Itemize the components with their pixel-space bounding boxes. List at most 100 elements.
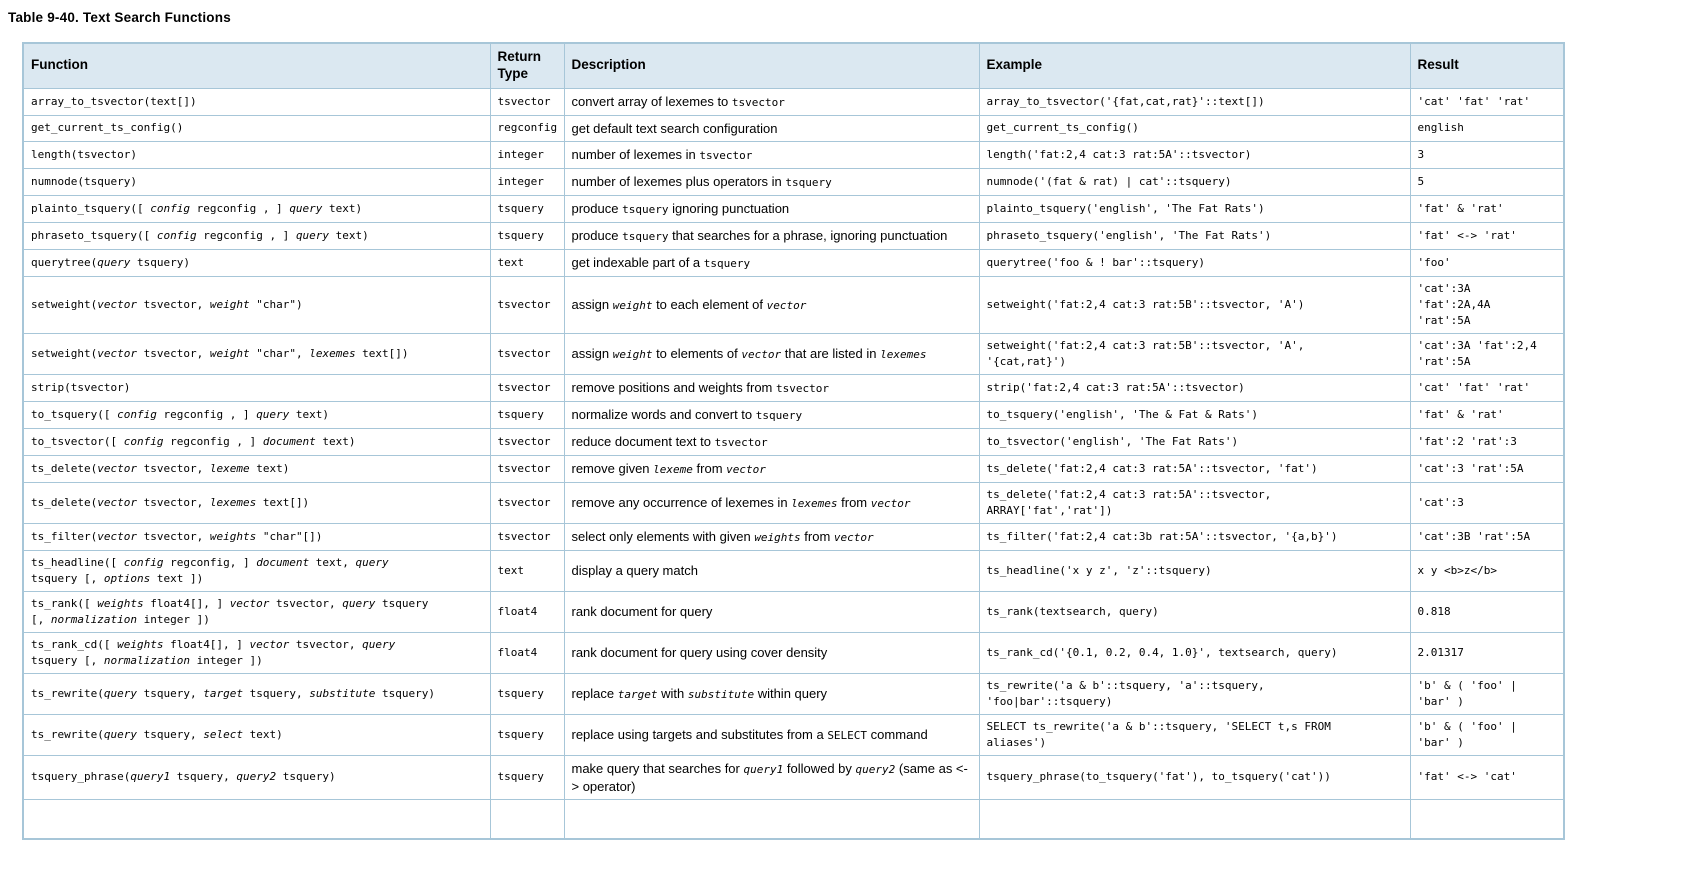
cell-function: ts_rank([ weights float4[], ] vector tsv… xyxy=(22,590,491,633)
table-row: get_current_ts_config() regconfig get defa… xyxy=(22,114,1565,142)
param-name: weight xyxy=(209,346,250,360)
plain-text: assign xyxy=(571,345,613,361)
code-text: tsvector xyxy=(775,381,829,395)
code-text: regconfig, ] xyxy=(163,555,257,569)
column-header-result: Result xyxy=(1409,42,1565,89)
cell-description: assign weight to each element of vector xyxy=(563,275,980,334)
plain-text: that are listed in xyxy=(781,345,881,361)
cell-result: 'fat' <-> 'cat' xyxy=(1409,754,1565,800)
code-text: tsvector, xyxy=(289,637,363,651)
plain-text: remove given xyxy=(571,460,654,476)
plain-text: remove any occurrence of lexemes in xyxy=(571,494,792,510)
param-name: lexeme xyxy=(209,461,250,475)
cell-function: ts_headline([ config regconfig, ] docume… xyxy=(22,549,491,592)
param-name: vector xyxy=(870,496,911,510)
plain-text: number of lexemes in xyxy=(571,146,700,162)
param-name: vector xyxy=(97,346,137,360)
param-name: lexemes xyxy=(880,347,927,361)
code-text: text[]) xyxy=(256,495,310,509)
code-text: "char", xyxy=(249,346,310,360)
param-name: options xyxy=(103,571,151,585)
code-text: tsvector, xyxy=(136,346,210,360)
code-text: tsquery xyxy=(785,175,832,189)
plain-text: rank document for query xyxy=(571,604,713,620)
code-text: ts_headline([ xyxy=(31,555,124,569)
code-text: tsvector, xyxy=(136,495,210,509)
cell-function: length(tsvector) xyxy=(22,140,491,169)
cell-return-type: tsvector xyxy=(489,332,565,375)
cell-result: 'b' & ( 'foo' | 'bar' ) xyxy=(1409,672,1565,715)
table-row: ts_rank_cd([ weights float4[], ] vector … xyxy=(22,631,1565,674)
cell-function: to_tsvector([ config regconfig , ] docum… xyxy=(22,427,491,456)
param-name: config xyxy=(156,228,197,242)
table-row: ts_delete(vector tsvector, lexemes text[… xyxy=(22,481,1565,524)
cell-description: convert array of lexemes to tsvector xyxy=(563,87,980,116)
cell-function: get_current_ts_config() xyxy=(22,114,491,142)
code-text: text) xyxy=(315,434,356,448)
code-text: ts_delete( xyxy=(31,495,98,509)
cell-example: plainto_tsquery('english', 'The Fat Rats… xyxy=(978,194,1411,223)
code-text: tsquery) xyxy=(130,255,190,269)
cell-example: array_to_tsvector('{fat,cat,rat}'::text[… xyxy=(978,87,1411,116)
code-text: regconfig , ] xyxy=(196,228,296,242)
cell-description: reduce document text to tsvector xyxy=(563,427,980,456)
cell-example: get_current_ts_config() xyxy=(978,114,1411,142)
cell-description: remove given lexeme from vector xyxy=(563,454,980,483)
cell-example: numnode('(fat & rat) | cat'::tsquery) xyxy=(978,167,1411,196)
plain-text: followed by xyxy=(783,760,856,776)
param-name: query xyxy=(295,228,330,242)
code-text: integer ]) xyxy=(189,653,263,667)
code-text: tsvector, xyxy=(269,596,343,610)
code-text: tsvector xyxy=(731,95,785,109)
param-name: vector xyxy=(97,495,137,509)
param-name: substitute xyxy=(687,687,755,701)
cell-description: produce tsquery that searches for a phra… xyxy=(563,221,980,250)
cell-description: replace using targets and substitutes fr… xyxy=(563,713,980,756)
code-text: ts_rank_cd([ xyxy=(31,637,118,651)
param-name: normalization xyxy=(50,612,137,626)
code-text: tsquery xyxy=(375,596,429,610)
cell-example: ts_delete('fat:2,4 cat:3 rat:5A'::tsvect… xyxy=(978,481,1411,524)
code-text: strip(tsvector) xyxy=(31,380,131,394)
param-name: vector xyxy=(97,529,137,543)
cell-description: remove positions and weights from tsvect… xyxy=(563,373,980,402)
cell-return-type: text xyxy=(489,549,565,592)
cell-result: 'b' & ( 'foo' | 'bar' ) xyxy=(1409,713,1565,756)
cell-description: rank document for query using cover dens… xyxy=(563,631,980,674)
cell-result: 'fat' & 'rat' xyxy=(1409,400,1565,429)
cell-result: 'fat' <-> 'rat' xyxy=(1409,221,1565,250)
cell-result: 'cat':3 xyxy=(1409,481,1565,524)
code-text: text[]) xyxy=(355,346,409,360)
table-row: to_tsquery([ config regconfig , ] query … xyxy=(22,400,1565,429)
cell-function: numnode(tsquery) xyxy=(22,167,491,196)
cell-result: 'fat':2 'rat':3 xyxy=(1409,427,1565,456)
cell-description: produce tsquery ignoring punctuation xyxy=(563,194,980,223)
code-text: setweight( xyxy=(31,297,98,311)
cell-description: number of lexemes in tsvector xyxy=(563,140,980,169)
table-row: ts_headline([ config regconfig, ] docume… xyxy=(22,549,1565,592)
plain-text: to elements of xyxy=(652,345,742,361)
cell-function: array_to_tsvector(text[]) xyxy=(22,87,491,116)
cell-function: ts_delete(vector tsvector, lexeme text) xyxy=(22,454,491,483)
code-text: text) xyxy=(289,407,330,421)
table-row: setweight(vector tsvector, weight "char"… xyxy=(22,275,1565,334)
cell-result: 'cat' 'fat' 'rat' xyxy=(1409,87,1565,116)
code-text: "char") xyxy=(249,297,303,311)
param-name: weights xyxy=(209,529,257,543)
code-text: tsquery_phrase( xyxy=(31,770,131,784)
code-text: [, xyxy=(31,612,51,626)
code-text: tsquery xyxy=(622,229,669,243)
cell-function: querytree(query tsquery) xyxy=(22,248,491,277)
plain-text: number of lexemes plus operators in xyxy=(571,173,786,189)
param-name: vector xyxy=(249,637,290,651)
column-header-return-type: Return Type xyxy=(489,42,565,89)
cell-return-type: integer xyxy=(489,140,565,169)
cell-result: 'cat':3 'rat':5A xyxy=(1409,454,1565,483)
table-header: Function Return Type Description Example… xyxy=(22,42,1565,89)
cell-return-type: tsvector xyxy=(489,87,565,116)
cell-result: x y <b>z</b> xyxy=(1409,549,1565,592)
cell-example: ts_filter('fat:2,4 cat:3b rat:5A'::tsvec… xyxy=(978,522,1411,551)
plain-text: replace xyxy=(571,685,618,701)
cell-example: ts_rank(textsearch, query) xyxy=(978,590,1411,633)
table-row: ts_rewrite(query tsquery, select text) ts… xyxy=(22,713,1565,756)
